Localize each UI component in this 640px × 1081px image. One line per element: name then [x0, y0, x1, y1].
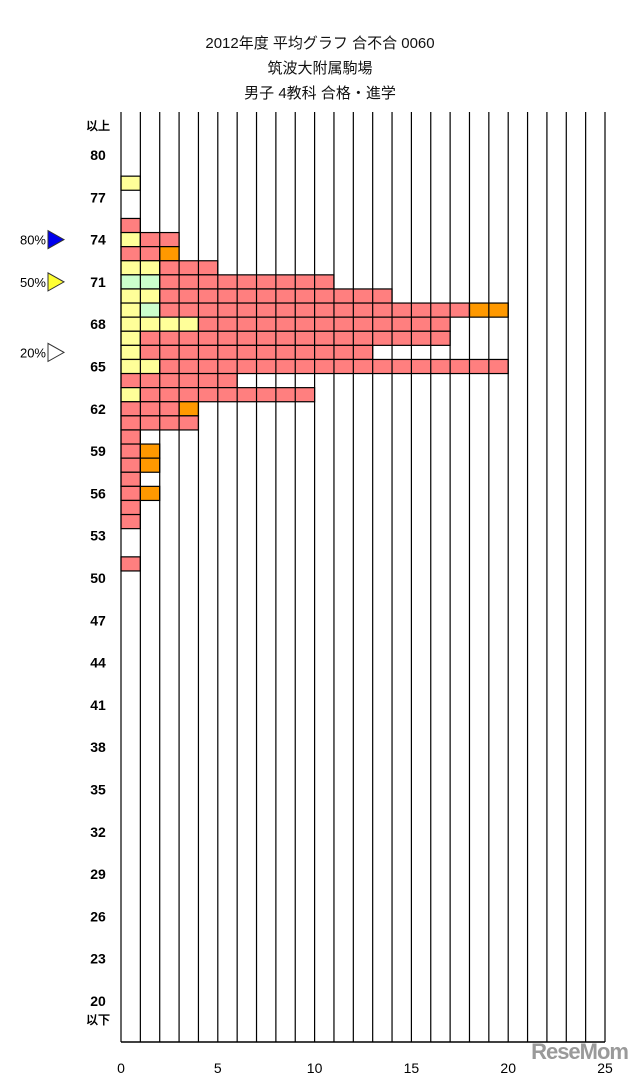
marker-triangle-icon	[47, 272, 66, 292]
bar-segment-59-red	[120, 443, 141, 459]
y-tick-label: 80	[90, 147, 106, 163]
y-tick-label: 44	[90, 655, 106, 671]
bar-segment-73-orange	[159, 246, 180, 262]
marker-triangle-icon	[47, 342, 66, 363]
bar-segment-75-red	[120, 217, 141, 234]
x-tick-label: 15	[404, 1060, 420, 1076]
y-tick-label: 29	[90, 866, 106, 882]
bar-segment-63-yellow	[120, 387, 141, 403]
y-tick-label: 74	[90, 232, 106, 248]
y-tick-label: 32	[90, 824, 106, 840]
bar-segment-54-red	[120, 513, 141, 530]
y-tick-label: 62	[90, 401, 106, 417]
chart-title-line-3: 男子 4教科 合格・進学	[244, 85, 396, 102]
bar-segment-68-red	[197, 316, 451, 332]
y-tick-label: 以上	[86, 118, 110, 133]
y-tick-label: 47	[90, 612, 106, 628]
bar-segment-59-orange	[139, 443, 161, 459]
bar-segment-74-yellow	[120, 231, 141, 248]
y-tick-label: 20	[90, 993, 106, 1009]
bar-segment-71-red	[159, 274, 335, 290]
bar-segment-56-red	[120, 485, 141, 502]
bar-segment-78-yellow	[120, 175, 141, 191]
x-tick-label: 5	[214, 1060, 222, 1076]
resemom-watermark: ReseMom	[531, 1039, 629, 1064]
bar-segment-69-green	[139, 302, 161, 318]
marker-label: 20%	[20, 345, 46, 360]
x-tick-label: 10	[307, 1060, 323, 1076]
y-tick-label: 53	[90, 528, 106, 544]
y-tick-label: 以下	[86, 1013, 110, 1027]
bar-segment-58-red	[120, 457, 141, 473]
y-tick-label: 77	[90, 189, 106, 205]
bar-segment-58-orange	[139, 457, 161, 473]
bar-segment-51-red	[120, 556, 141, 572]
x-tick-label: 20	[500, 1060, 516, 1076]
y-tick-label: 71	[90, 274, 106, 290]
x-tick-label: 25	[597, 1060, 613, 1076]
y-tick-label: 59	[90, 443, 106, 459]
bar-segment-66-yellow	[120, 344, 141, 361]
marker-triangle-icon	[47, 229, 66, 250]
bar-segment-62-orange	[178, 401, 200, 417]
y-tick-label: 68	[90, 316, 106, 332]
bar-segment-56-orange	[139, 485, 161, 502]
y-tick-label: 56	[90, 485, 106, 501]
bar-segment-60-red	[120, 429, 141, 445]
y-tick-label: 65	[90, 359, 106, 375]
bar-segment-67-yellow	[120, 330, 141, 346]
chart-title-line-2: 筑波大附属駒場	[267, 60, 373, 77]
y-tick-label: 41	[90, 697, 106, 713]
bar-segment-63-red	[139, 387, 316, 403]
marker-label: 80%	[20, 233, 46, 248]
marker-label: 50%	[20, 275, 46, 290]
bar-segment-62-red	[120, 401, 180, 417]
bar-segment-55-red	[120, 499, 141, 516]
x-tick-label: 0	[117, 1060, 125, 1076]
bar-segment-57-red	[120, 471, 141, 487]
y-tick-label: 23	[90, 951, 106, 967]
y-tick-label: 38	[90, 739, 106, 755]
bar-segment-72-red	[159, 260, 219, 276]
bar-segment-69-yellow	[120, 302, 141, 318]
y-tick-label: 35	[90, 782, 106, 798]
chart-title-line-1: 2012年度 平均グラフ 合不合 0060	[205, 35, 435, 52]
y-tick-label: 50	[90, 570, 106, 586]
y-tick-label: 26	[90, 908, 106, 924]
